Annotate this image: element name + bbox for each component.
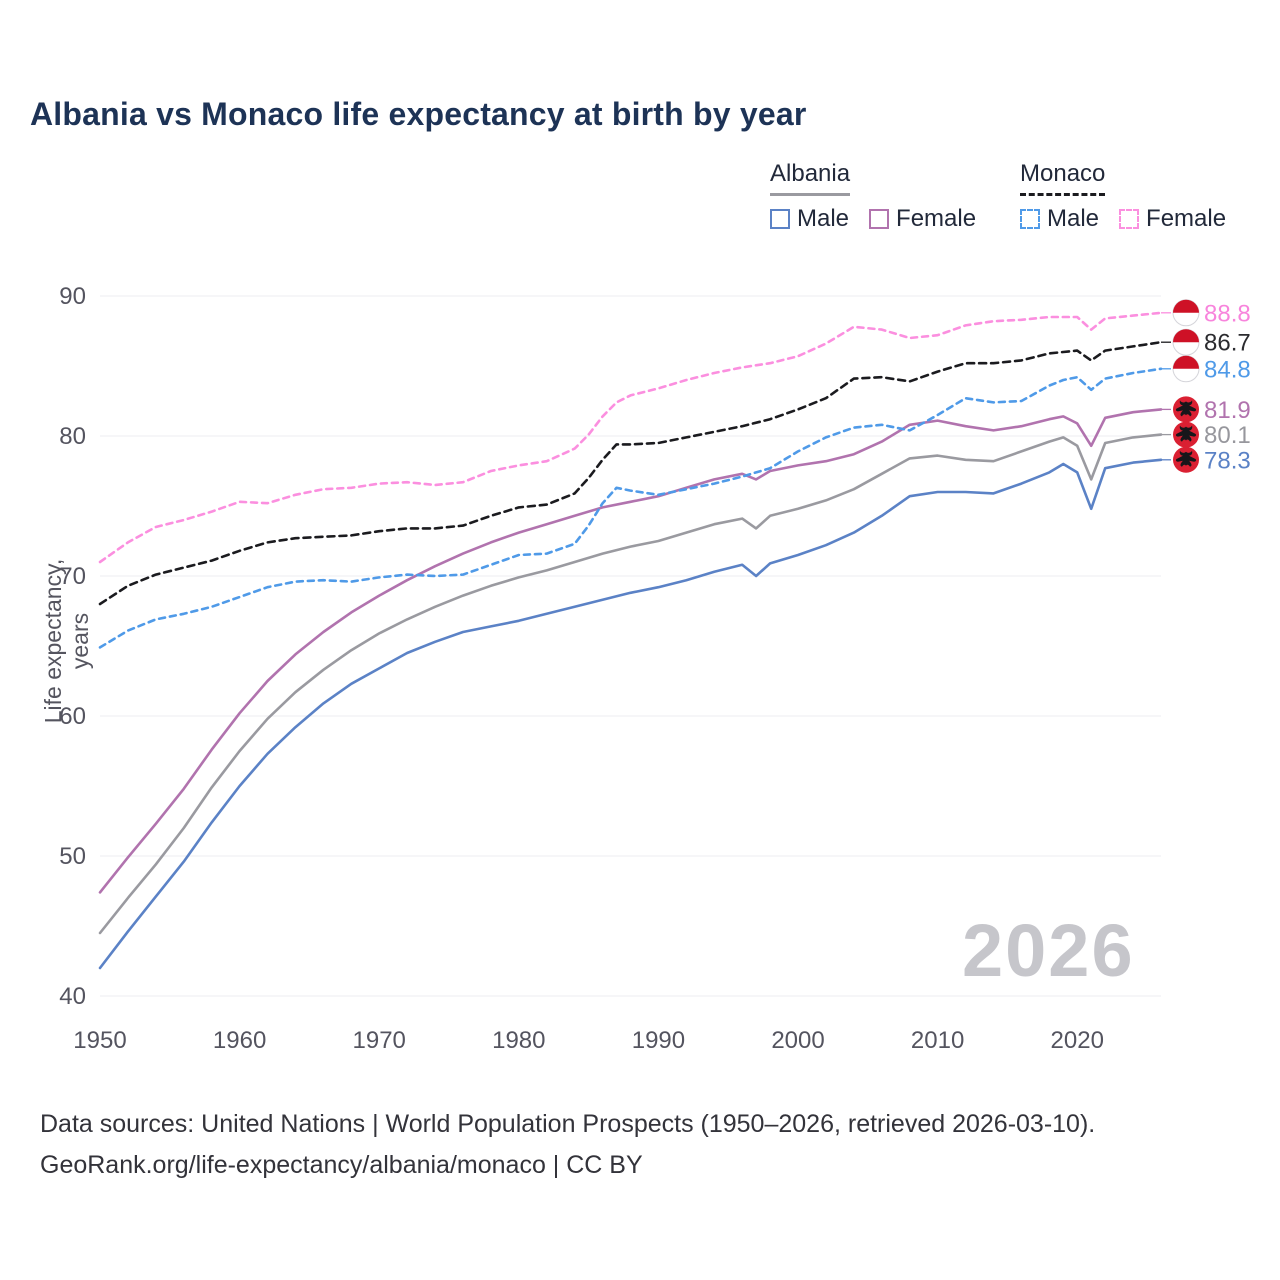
legend-title-monaco: Monaco [1020,160,1106,196]
y-tick-label: 80 [59,423,86,450]
y-tick-label: 40 [59,983,86,1010]
albania-flag-icon [1173,421,1199,448]
x-tick-label: 1990 [632,1027,685,1054]
legend-item-label: Female [896,205,977,232]
x-tick-label: 1980 [492,1027,545,1054]
footer-sources-line: Data sources: United Nations | World Pop… [40,1110,1096,1138]
monaco-flag-icon [1172,299,1200,327]
series-line-albania-male [98,458,1163,970]
series-line-albania-female [98,408,1163,894]
legend-item-label: Male [1047,205,1100,232]
legend-item-label: Female [1146,205,1227,232]
x-tick-label: 2010 [911,1027,964,1054]
series-line-monaco-female [98,311,1163,564]
series-line-monaco-male [98,367,1163,649]
x-tick-label: 1960 [213,1027,266,1054]
legend-title-albania: Albania [770,160,851,196]
y-tick-label: 90 [59,283,86,310]
series-line-albania-total [98,433,1163,935]
y-tick-label: 50 [59,843,86,870]
end-value-label: 80.1 [1204,422,1251,449]
monaco-female-line-swatch-icon [1119,209,1140,229]
end-value-label: 88.8 [1204,300,1251,327]
watermark-year: 2026 [962,909,1135,992]
x-tick-label: 2000 [771,1027,824,1054]
series-line-monaco-total [98,340,1163,606]
footer-attribution-line: GeoRank.org/life-expectancy/albania/mona… [40,1150,643,1179]
y-tick-label: 70 [59,563,86,590]
end-value-label: 86.7 [1204,330,1251,357]
page-title: Albania vs Monaco life expectancy at bir… [30,96,807,132]
albania-flag-icon [1173,396,1199,423]
footer: Data sources: United Nations | World Pop… [40,1104,1095,1185]
monaco-male-line-swatch-icon [1020,209,1040,229]
monaco-flag-icon [1172,328,1200,356]
albania-male-line-swatch-icon [770,209,790,229]
x-tick-label: 2020 [1051,1027,1104,1054]
legend-item-monaco-female: Female [1119,205,1226,233]
legend-item-label: Male [797,205,850,232]
legend-group-albania: Albania Male Female [770,160,976,233]
legend-group-monaco: Monaco Male Female [1020,160,1226,233]
legend-item-monaco-male: Male [1020,205,1099,233]
end-value-label: 84.8 [1204,356,1251,383]
end-value-label: 81.9 [1204,397,1251,424]
end-value-label: 78.3 [1204,447,1251,474]
x-tick-label: 1950 [73,1027,126,1054]
legend-item-albania-female: Female [869,205,976,233]
y-tick-label: 60 [59,703,86,730]
x-tick-label: 1970 [353,1027,406,1054]
albania-flag-icon [1173,446,1199,473]
albania-female-line-swatch-icon [869,209,890,229]
monaco-flag-icon [1172,355,1200,383]
legend-item-albania-male: Male [770,205,849,233]
